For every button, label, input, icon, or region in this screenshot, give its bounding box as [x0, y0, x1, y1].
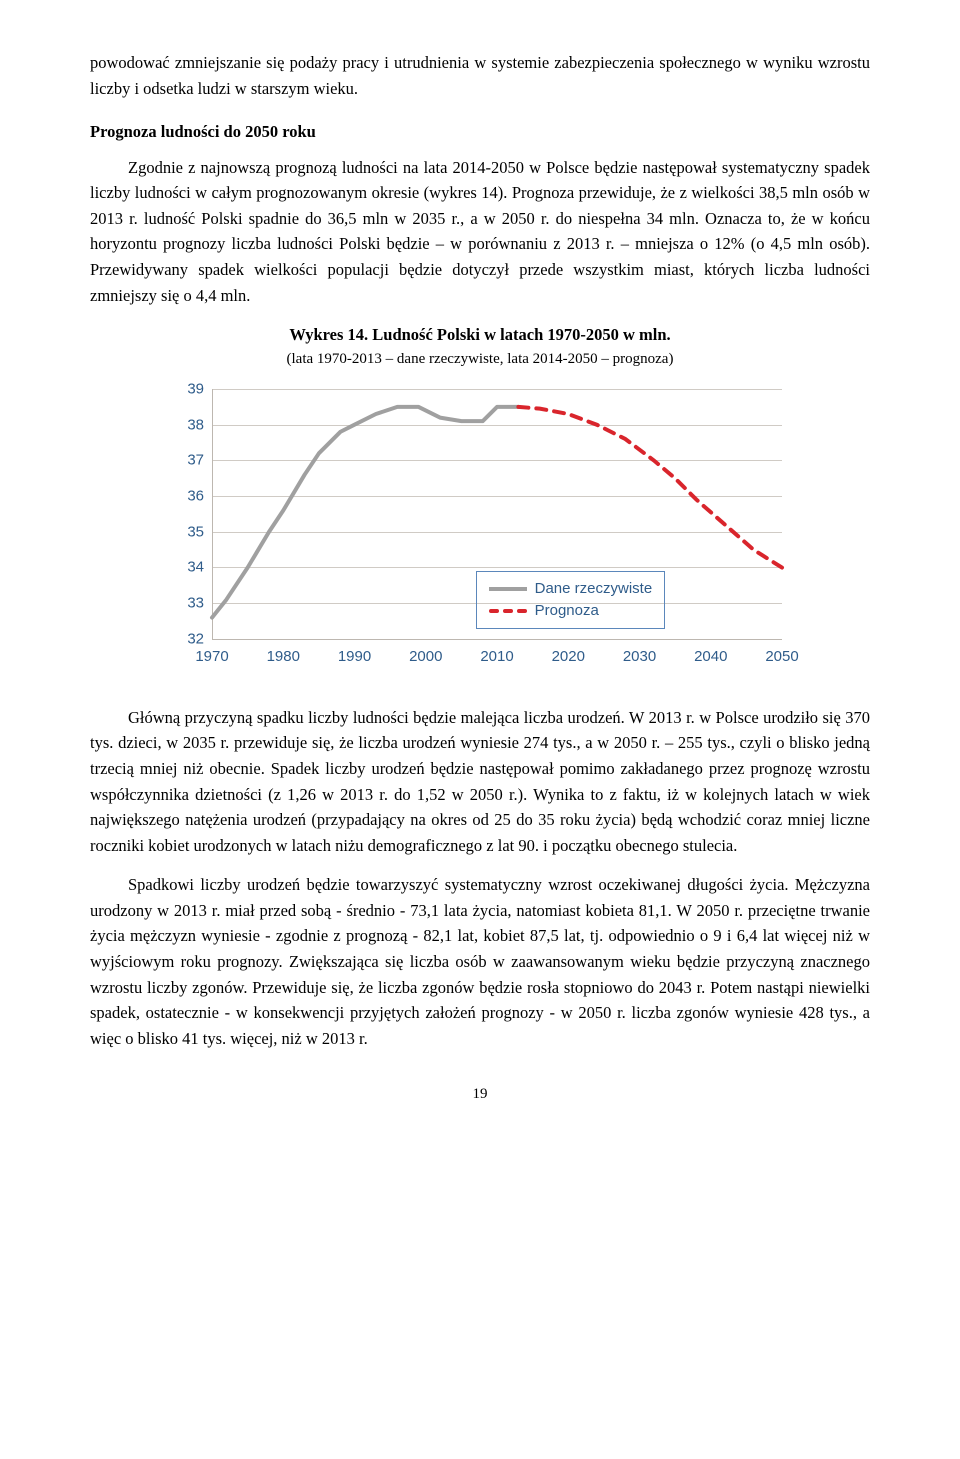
- series-real: [212, 407, 518, 618]
- x-tick-label: 2030: [615, 645, 665, 668]
- y-tick-label: 39: [164, 377, 204, 400]
- chart-subtitle: (lata 1970-2013 – dane rzeczywiste, lata…: [90, 348, 870, 371]
- x-tick-label: 1980: [258, 645, 308, 668]
- chart-container: 3233343536373839197019801990200020102020…: [160, 381, 800, 681]
- legend-swatch-prognoza: [489, 609, 527, 613]
- y-tick-label: 36: [164, 484, 204, 507]
- paragraph-1: powodować zmniejszanie się podaży pracy …: [90, 50, 870, 101]
- legend-row-prognoza: Prognoza: [489, 600, 653, 622]
- y-tick-label: 34: [164, 556, 204, 579]
- paragraph-3: Główną przyczyną spadku liczby ludności …: [90, 705, 870, 858]
- x-tick-label: 2050: [757, 645, 807, 668]
- y-tick-label: 35: [164, 520, 204, 543]
- paragraph-4: Spadkowi liczby urodzeń będzie towarzysz…: [90, 872, 870, 1051]
- paragraph-2: Zgodnie z najnowszą prognozą ludności na…: [90, 155, 870, 308]
- legend: Dane rzeczywistePrognoza: [476, 571, 666, 629]
- y-tick-label: 37: [164, 449, 204, 472]
- legend-swatch-real: [489, 587, 527, 591]
- legend-row-real: Dane rzeczywiste: [489, 578, 653, 600]
- legend-label-prognoza: Prognoza: [535, 599, 599, 622]
- x-tick-label: 1970: [187, 645, 237, 668]
- x-tick-label: 2000: [401, 645, 451, 668]
- series-prognoza: [518, 407, 782, 568]
- y-tick-label: 33: [164, 592, 204, 615]
- x-tick-label: 2020: [543, 645, 593, 668]
- section-heading: Prognoza ludności do 2050 roku: [90, 119, 870, 145]
- x-tick-label: 2040: [686, 645, 736, 668]
- legend-label-real: Dane rzeczywiste: [535, 577, 653, 600]
- x-axis: [212, 639, 782, 640]
- x-tick-label: 2010: [472, 645, 522, 668]
- chart-box: 3233343536373839197019801990200020102020…: [160, 381, 800, 681]
- chart-title: Wykres 14. Ludność Polski w latach 1970-…: [90, 322, 870, 348]
- page-number: 19: [90, 1083, 870, 1106]
- y-tick-label: 38: [164, 413, 204, 436]
- x-tick-label: 1990: [330, 645, 380, 668]
